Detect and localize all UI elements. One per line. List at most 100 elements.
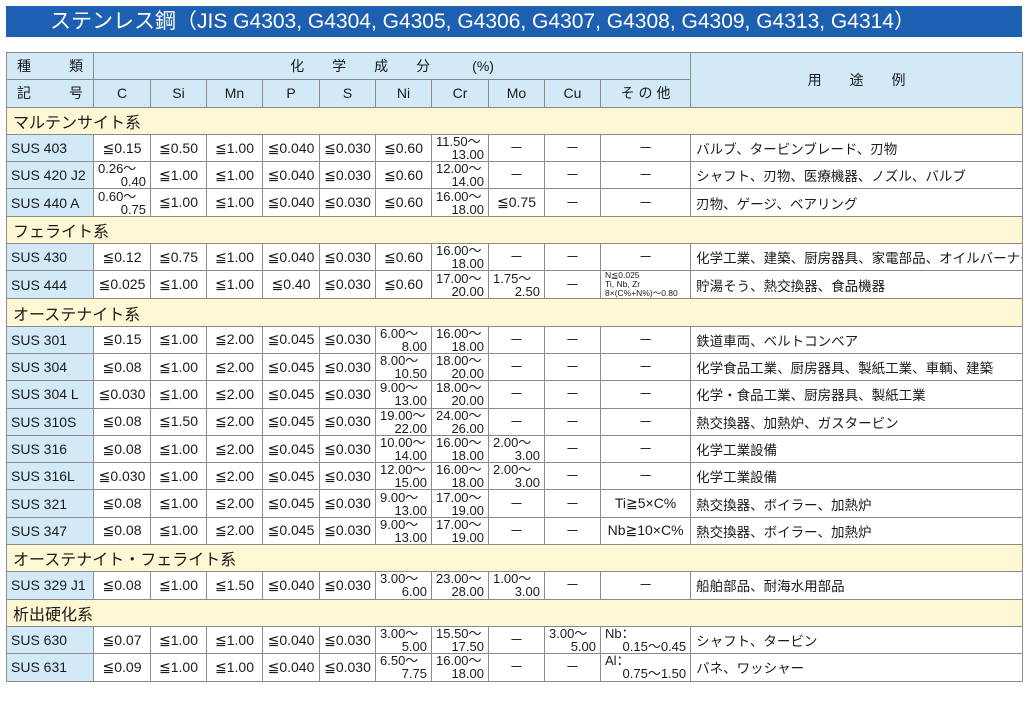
stainless-steel-table: 種類 化 学 成 分 (%) 用 途 例 記号 C Si Mn P S Ni Cr Mo Cu そ… <box>6 51 1023 682</box>
range-value: 24.00～ 26.00 <box>436 409 484 434</box>
range-to: 28.00 <box>451 584 484 600</box>
section-row: オーステナイト系 <box>6 298 1023 327</box>
cell-mo: ≦0.75 <box>488 188 545 217</box>
cell-c: 0.60～ 0.75 <box>93 188 151 217</box>
range-value: 16.00～ 18.00 <box>436 435 484 461</box>
range-from: 16.00～ <box>436 326 482 341</box>
cell-mn: ≦1.00 <box>206 270 263 300</box>
range-from: 2.00～ <box>493 462 532 478</box>
cell-ni: ≦0.60 <box>375 133 432 163</box>
range-to: 10.50 <box>394 366 427 381</box>
use-cell: 貯湯そう、熱交換器、食品機器 <box>690 270 1023 300</box>
cell-p: ≦0.040 <box>262 188 320 217</box>
grade-cell: SUS 316L <box>6 462 94 491</box>
cell-mn: ≦1.00 <box>206 133 263 163</box>
cell-c: ≦0.08 <box>93 352 151 382</box>
table-row: SUS 430 ≦0.12 ≦0.75 ≦1.00 ≦0.040 ≦0.030 ≦0.60 1… <box>6 243 1023 272</box>
range-to: 20.00 <box>451 393 484 409</box>
cell-cr: 24.00～ 26.00 <box>431 407 489 436</box>
range-value: 18.00～ 20.00 <box>436 382 484 409</box>
cell-c: ≦0.030 <box>93 462 151 491</box>
range-value: 12.00～ 14.00 <box>436 161 484 188</box>
use-cell: バネ、ワッシャー <box>690 653 1023 682</box>
range-to: 7.75 <box>401 666 427 682</box>
range-from: 11.50～ <box>436 134 481 150</box>
cell-p: ≦0.045 <box>262 325 320 354</box>
section-title: オーステナイト系 <box>6 298 1023 327</box>
range-to: 18.00 <box>451 338 484 354</box>
range-from: 16.00～ <box>436 435 482 450</box>
cell-ni: 12.00～ 15.00 <box>375 462 432 491</box>
cell-p: ≦0.045 <box>262 489 320 518</box>
cell-cr: 23.00～ 28.00 <box>431 571 489 600</box>
column-header-p: P <box>262 79 320 108</box>
grade-cell: SUS 430 <box>6 243 94 272</box>
cell-s: ≦0.030 <box>319 625 376 655</box>
range-value: 3.00～ 6.00 <box>380 573 427 598</box>
cell-p: ≦0.40 <box>262 270 320 300</box>
range-from: 2.00～ <box>493 435 532 450</box>
cell-p: ≦0.040 <box>262 133 320 163</box>
range-from: 0.60～ <box>98 188 137 204</box>
cell-cr: 16.00～ 18.00 <box>431 653 489 682</box>
range-from: 23.00～ <box>436 571 482 587</box>
cell-other: Al： 0.75～1.50 <box>599 653 692 682</box>
cell-other: － <box>599 571 692 600</box>
range-from: 9.00～ <box>380 380 419 396</box>
cell-cr: 17.00～ 20.00 <box>431 270 489 300</box>
cell-mo: － <box>488 380 545 409</box>
range-to: 3.00 <box>514 584 540 600</box>
cell-c: ≦0.025 <box>93 270 151 300</box>
column-header-other: そ の 他 <box>599 79 692 108</box>
chem-header: 化 学 成 分 (%) <box>92 51 692 81</box>
use-header: 用 途 例 <box>690 52 1023 108</box>
page-title: ステンレス鋼（JIS G4303, G4304, G4305, G4306, G… <box>6 6 1022 37</box>
section-title: マルテンサイト系 <box>6 106 1023 135</box>
grade-cell: SUS 420 J2 <box>6 161 94 190</box>
cell-mn: ≦2.00 <box>206 489 263 518</box>
range-to: 20.00 <box>451 283 484 299</box>
range-from: 9.00～ <box>380 517 419 532</box>
cell-cr: 16.00～ 18.00 <box>431 188 489 217</box>
cell-mn: ≦1.00 <box>206 243 263 272</box>
use-cell: 熱交換器、加熱炉、ガスタービン <box>690 407 1023 436</box>
table-row: SUS 440 A 0.60～ 0.75 ≦1.00 ≦1.00 ≦0.040 ≦0.030… <box>6 188 1023 217</box>
range-value: 16.00～ 18.00 <box>436 245 484 270</box>
cell-other: － <box>599 243 692 272</box>
range-from: 12.00～ <box>436 161 482 177</box>
cell-cr: 16.00～ 18.00 <box>431 434 489 464</box>
cell-si: ≦1.00 <box>150 462 207 491</box>
grade-header-top: 種類 <box>6 51 94 81</box>
cell-mn: ≦1.00 <box>206 188 263 217</box>
cell-c: ≦0.08 <box>93 407 151 436</box>
cell-si: ≦1.00 <box>150 325 207 354</box>
cell-other: － <box>599 407 692 436</box>
grade-cell: SUS 329 J1 <box>6 571 94 600</box>
cell-ni: 9.00～ 13.00 <box>375 516 432 546</box>
grade-header-bottom: 記号 <box>6 79 94 108</box>
range-from: 10.00～ <box>380 435 426 450</box>
cell-p: ≦0.045 <box>262 352 320 382</box>
cell-mo: － <box>488 653 545 682</box>
range-to: 18.00 <box>451 201 484 217</box>
range-value: 1.00～ 3.00 <box>493 573 540 600</box>
cell-ni: 3.00～ 5.00 <box>375 625 432 655</box>
range-value: 19.00～ 22.00 <box>380 409 427 436</box>
cell-mo: － <box>488 243 545 272</box>
range-to: 13.00 <box>394 529 427 545</box>
cell-cu: － <box>544 380 601 409</box>
range-to: 13.00 <box>394 393 427 409</box>
range-to: 13.00 <box>451 147 484 162</box>
range-from: 16.00～ <box>436 462 482 478</box>
range-from: 18.00～ <box>436 353 482 369</box>
cell-mo: － <box>488 352 545 382</box>
cell-s: ≦0.030 <box>319 653 376 682</box>
cell-ni: 6.00～ 8.00 <box>375 325 432 354</box>
range-to: 22.00 <box>394 420 427 436</box>
range-to: 8.00 <box>401 338 427 354</box>
cell-mo: － <box>488 161 545 190</box>
cell-mo: － <box>488 516 545 546</box>
grade-cell: SUS 631 <box>6 653 94 682</box>
section-row: オーステナイト・フェライト系 <box>6 544 1023 573</box>
cell-ni: ≦0.60 <box>375 243 432 272</box>
